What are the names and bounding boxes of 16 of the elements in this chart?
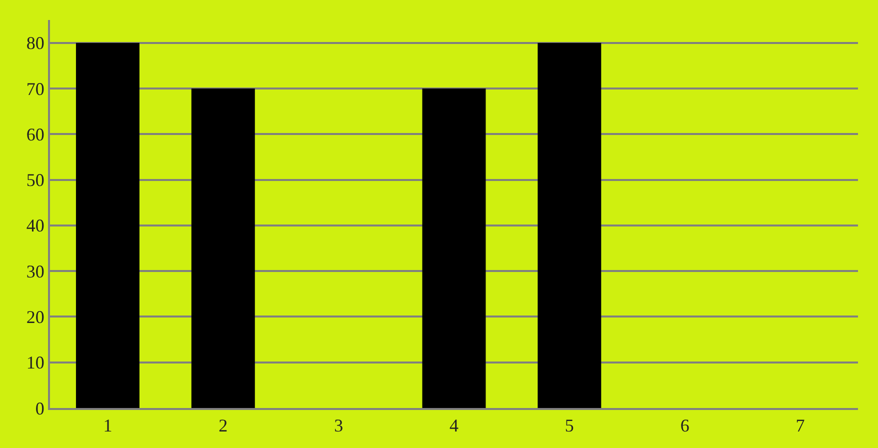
- x-tick-label: 1: [103, 416, 112, 436]
- x-tick-label: 6: [680, 416, 690, 436]
- y-tick-label: 60: [26, 124, 44, 144]
- y-tick-label: 80: [26, 33, 44, 54]
- x-tick-label: 5: [564, 416, 574, 436]
- x-tick-label: 7: [796, 416, 805, 436]
- y-tick-label: 40: [26, 216, 44, 236]
- y-tick-label: 20: [26, 307, 44, 328]
- y-tick-label: 50: [26, 170, 44, 190]
- x-tick-label: 3: [334, 416, 344, 436]
- x-tick-label: 2: [218, 416, 228, 436]
- x-tick-label: 4: [450, 416, 458, 436]
- y-tick-label: 0: [35, 398, 44, 418]
- y-tick-label: 10: [26, 352, 44, 373]
- y-tick-label: 70: [26, 78, 44, 99]
- y-tick-label: 30: [26, 261, 44, 282]
